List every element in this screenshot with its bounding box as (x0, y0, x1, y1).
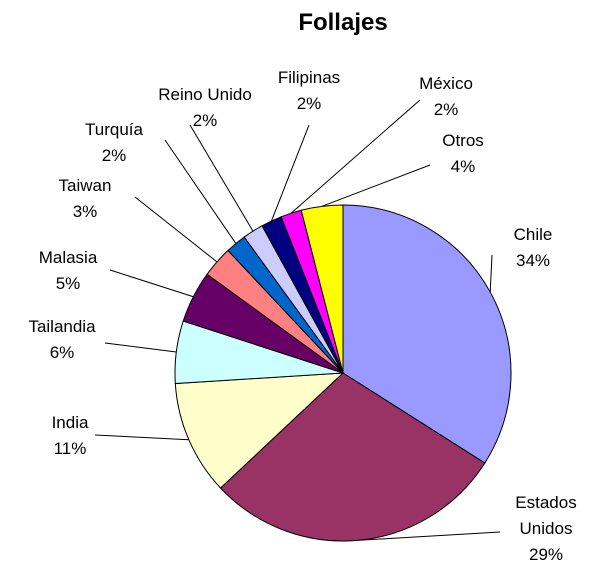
slice-label-line: Estados (515, 493, 576, 512)
slice-value-label: 11% (54, 439, 87, 458)
slice-value-label: 3% (73, 202, 98, 221)
leader-line (104, 342, 177, 353)
slice-label: India (52, 413, 89, 432)
leader-line (134, 196, 218, 263)
leader-line (290, 99, 421, 214)
slice-label: Malasia (39, 248, 98, 267)
slice-label: Tailandia (28, 317, 96, 336)
slice-label: México (419, 74, 473, 93)
slice-value-label: 4% (451, 157, 476, 176)
chart-title: Follajes (298, 9, 387, 36)
slice-label: Estados Unidos (515, 493, 576, 538)
leader-line (489, 254, 493, 293)
slice-label: Chile (514, 225, 553, 244)
leader-line (271, 124, 310, 222)
slice-label: Otros (442, 131, 484, 150)
slice-value-label: 29% (529, 545, 563, 564)
leader-line (358, 531, 501, 541)
leader-line (189, 124, 254, 232)
slice-label: Filipinas (278, 68, 340, 87)
slice-value-label: 6% (50, 343, 75, 362)
slice-value-label: 5% (56, 274, 81, 293)
pie-slice (342, 204, 512, 464)
slice-value-label: 2% (297, 94, 322, 113)
slice-value-label: 2% (102, 146, 127, 165)
leader-line (321, 164, 431, 207)
pie-slice (174, 372, 345, 489)
leader-line (109, 269, 194, 298)
slice-value-label: 2% (193, 111, 218, 130)
slice-label: Turquía (85, 120, 144, 139)
slice-label: Reino Unido (158, 85, 252, 104)
pie-slice (219, 372, 486, 542)
leader-line (94, 434, 189, 441)
slice-label: Taiwan (59, 176, 112, 195)
leader-line (164, 139, 237, 244)
slice-label-line: Unidos (520, 519, 573, 538)
slice-value-label: 2% (434, 100, 459, 119)
pie-slice (300, 204, 344, 374)
slice-value-label: 34% (516, 251, 550, 270)
